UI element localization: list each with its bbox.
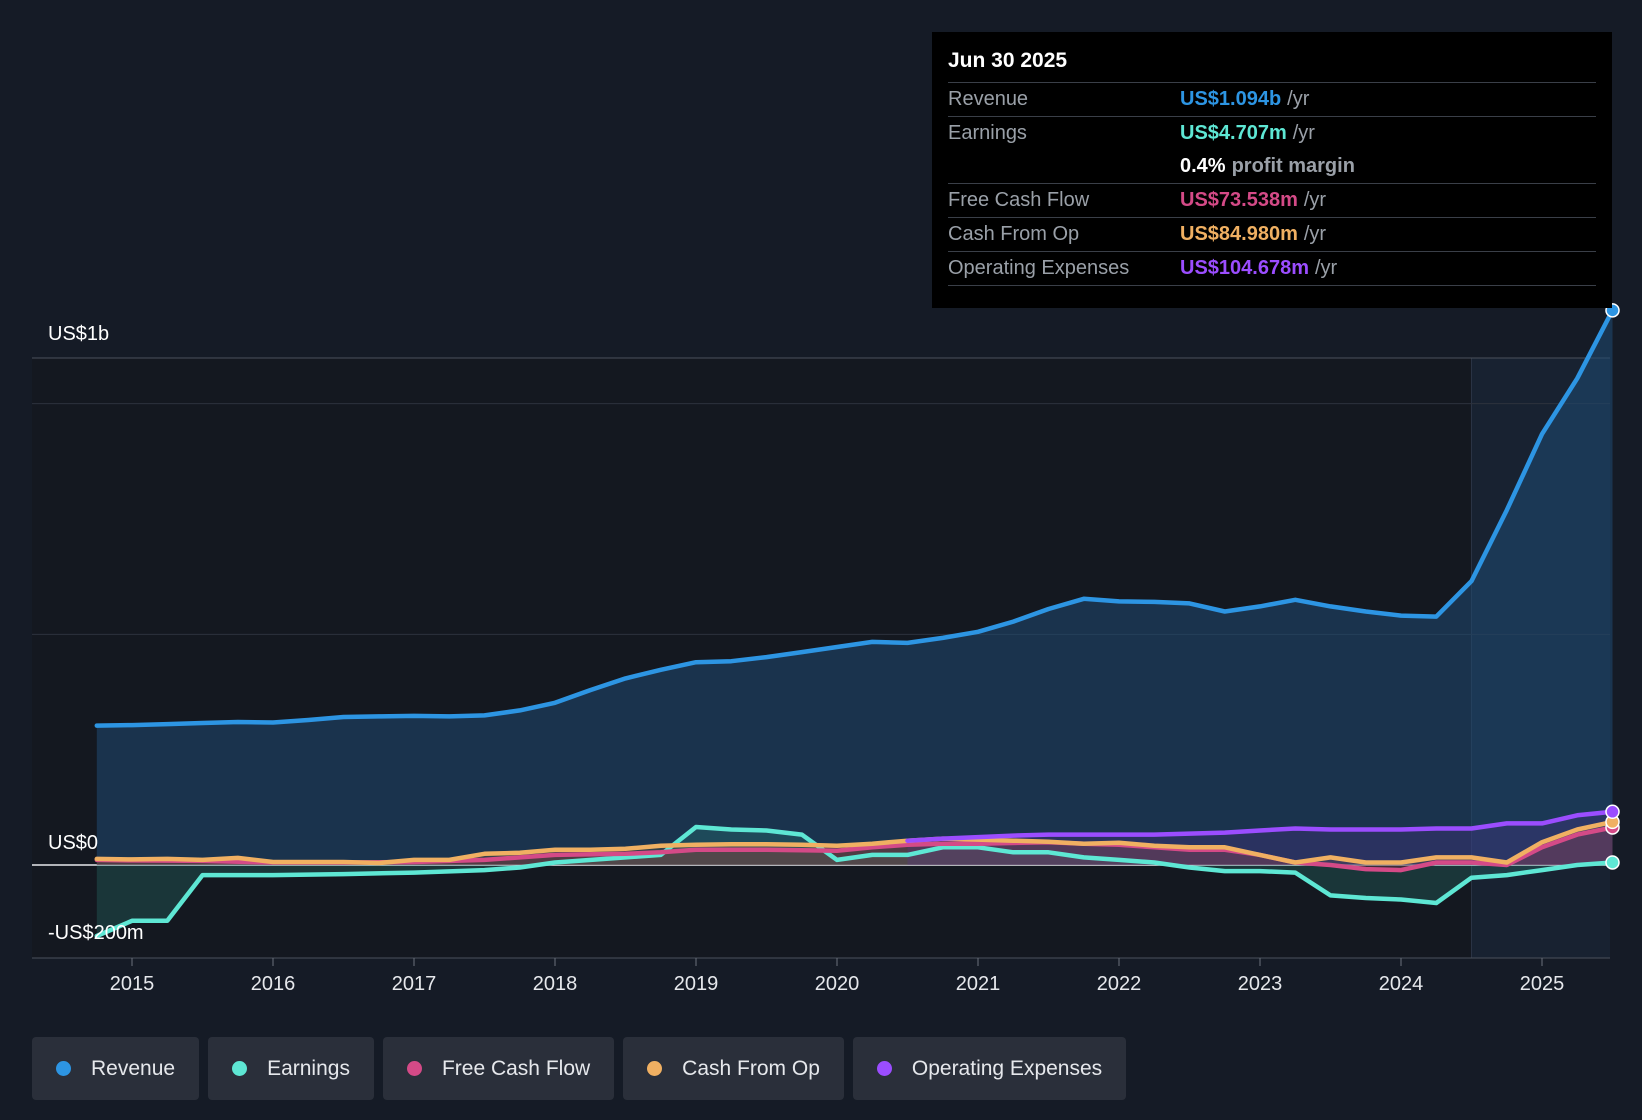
tooltip-date: Jun 30 2025 [948, 46, 1596, 83]
legend-label: Free Cash Flow [441, 1056, 591, 1080]
legend: Revenue Earnings Free Cash Flow Cash Fro… [32, 1037, 1127, 1100]
tooltip-value: US$104.678m [1180, 257, 1309, 279]
x-tick-label: 2025 [1520, 973, 1565, 995]
tooltip-row-earnings: Earnings US$4.707m /yr [948, 117, 1596, 150]
legend-item-free-cash-flow[interactable]: Free Cash Flow [382, 1037, 615, 1100]
earnings-line [94, 824, 1615, 939]
legend-label: Revenue [91, 1056, 176, 1080]
operating-expenses-area [907, 811, 1613, 865]
legend-dot-icon [647, 1061, 663, 1076]
tooltip-label: Free Cash Flow [948, 189, 1090, 211]
legend-dot-icon [876, 1061, 892, 1076]
revenue-line [94, 308, 1615, 728]
x-axis-labels: 2015 2016 2017 2018 2019 2020 2021 2022 2023 2024… [110, 958, 1565, 995]
tooltip-value: US$73.538m [1180, 189, 1298, 211]
tooltip-panel: Jun 30 2025 Revenue US$1.094b /yr Earnin… [932, 32, 1612, 308]
x-tick-label: 2019 [674, 973, 719, 995]
legend-dot-icon [56, 1061, 71, 1076]
x-tick-label: 2017 [392, 973, 437, 995]
y-tick-label: US$1b [48, 323, 109, 345]
revenue-area [96, 310, 1613, 865]
legend-dot-icon [406, 1061, 422, 1076]
tooltip-unit: /yr [1303, 189, 1327, 211]
x-tick-label: 2016 [251, 973, 296, 995]
tooltip-unit: profit margin [1231, 155, 1355, 177]
tooltip-value: US$84.980m [1180, 223, 1298, 245]
legend-item-earnings[interactable]: Earnings [208, 1037, 374, 1100]
tooltip-label: Operating Expenses [948, 257, 1130, 279]
free-cash-flow-area [96, 827, 1613, 871]
operating-expenses-end-marker [1605, 804, 1620, 820]
tooltip-unit: /yr [1287, 88, 1310, 110]
legend-item-cash-from-op[interactable]: Cash From Op [623, 1037, 844, 1100]
tooltip-label: Revenue [948, 88, 1029, 110]
operating-expenses-line [905, 809, 1615, 843]
cash-from-op-area [96, 821, 1613, 865]
y-tick-label: US$0 [48, 832, 98, 854]
legend-item-operating-expenses[interactable]: Operating Expenses [852, 1037, 1127, 1100]
tooltip-row-profit-margin: 0.4% profit margin [948, 150, 1596, 184]
tooltip-unit: /yr [1292, 122, 1315, 144]
cash-from-op-line [94, 819, 1615, 866]
tooltip-label: Earnings [948, 122, 1027, 144]
legend-dot-icon [232, 1061, 248, 1076]
x-tick-label: 2022 [1097, 973, 1142, 995]
legend-item-revenue[interactable]: Revenue [32, 1037, 200, 1100]
x-tick-label: 2015 [110, 973, 155, 995]
tooltip-label: Cash From Op [948, 223, 1080, 245]
x-tick-label: 2020 [815, 973, 860, 995]
tooltip-row-cfo: Cash From Op US$84.980m /yr [948, 218, 1596, 252]
x-tick-label: 2023 [1238, 973, 1283, 995]
tooltip-unit: /yr [1303, 223, 1327, 245]
legend-label: Operating Expenses [911, 1056, 1103, 1080]
tooltip-row-opex: Operating Expenses US$104.678m /yr [948, 252, 1596, 286]
series-lines [94, 308, 1615, 939]
x-tick-label: 2021 [956, 973, 1001, 995]
y-tick-label: -US$200m [48, 922, 144, 944]
legend-label: Cash From Op [682, 1056, 820, 1080]
tooltip-value: 0.4% [1180, 155, 1226, 177]
x-tick-label: 2024 [1379, 973, 1424, 995]
legend-label: Earnings [267, 1056, 350, 1080]
earnings-end-marker [1605, 855, 1620, 870]
x-tick-label: 2018 [533, 973, 578, 995]
y-axis-labels: US$1b US$0 -US$200m [48, 323, 144, 944]
tooltip-row-fcf: Free Cash Flow US$73.538m /yr [948, 184, 1596, 218]
tooltip-value: US$1.094b [1180, 88, 1282, 110]
tooltip-row-revenue: Revenue US$1.094b /yr [948, 83, 1596, 117]
tooltip-unit: /yr [1314, 257, 1338, 279]
tooltip-value: US$4.707m [1180, 122, 1287, 144]
